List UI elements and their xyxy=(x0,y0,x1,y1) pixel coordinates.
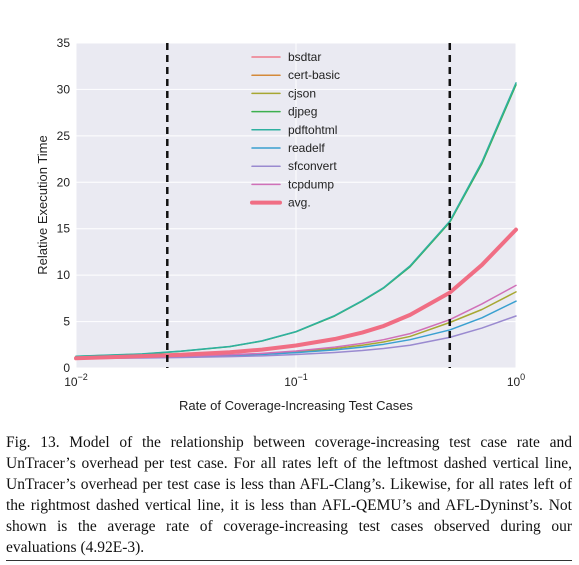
legend-label: pdftohtml xyxy=(288,123,337,137)
caption-text: Model of the relationship between covera… xyxy=(6,434,572,556)
y-tick-label: 0 xyxy=(63,361,70,375)
y-tick-label: 30 xyxy=(57,82,71,96)
y-tick-labels: 0 5 10 15 20 25 30 35 xyxy=(57,36,71,375)
grid xyxy=(75,42,517,369)
legend-label: bsdtar xyxy=(288,50,321,64)
legend-label: sfconvert xyxy=(288,159,337,173)
caption-label: Fig. 13. xyxy=(6,434,60,451)
legend-label: djpeg xyxy=(288,105,317,119)
y-axis-label: Relative Execution Time xyxy=(35,135,50,274)
series-line-avg xyxy=(74,227,518,361)
x-tick-label: 10−2 xyxy=(64,372,88,389)
y-tick-label: 20 xyxy=(57,175,71,189)
x-tick-labels: 10−2 10−1 100 xyxy=(64,372,525,389)
x-tick-label: 100 xyxy=(507,372,525,389)
dashed-lines xyxy=(166,43,452,368)
x-axis-label: Rate of Coverage-Increasing Test Cases xyxy=(179,398,413,413)
legend: bsdtar cert-basic cjson djpeg pdftohtml reade… xyxy=(250,50,340,210)
legend-label: readelf xyxy=(288,141,325,155)
y-tick-label: 5 xyxy=(63,315,70,329)
y-tick-label: 35 xyxy=(57,36,71,50)
legend-label: avg. xyxy=(288,196,311,210)
figure-caption: Fig. 13. Model of the relationship betwe… xyxy=(6,432,572,558)
y-tick-label: 15 xyxy=(57,222,71,236)
y-tick-label: 25 xyxy=(57,129,71,143)
caption-rule xyxy=(6,560,572,561)
legend-label: tcpdump xyxy=(288,177,334,191)
legend-label: cert-basic xyxy=(288,68,340,82)
chart: 0 5 10 15 20 25 30 35 10−2 10−1 100 Rate of Cover… xyxy=(35,36,525,413)
x-tick-label: 10−1 xyxy=(284,372,308,389)
legend-label: cjson xyxy=(288,86,316,100)
y-tick-label: 10 xyxy=(57,268,71,282)
series-line-pdftohtml xyxy=(75,82,517,358)
